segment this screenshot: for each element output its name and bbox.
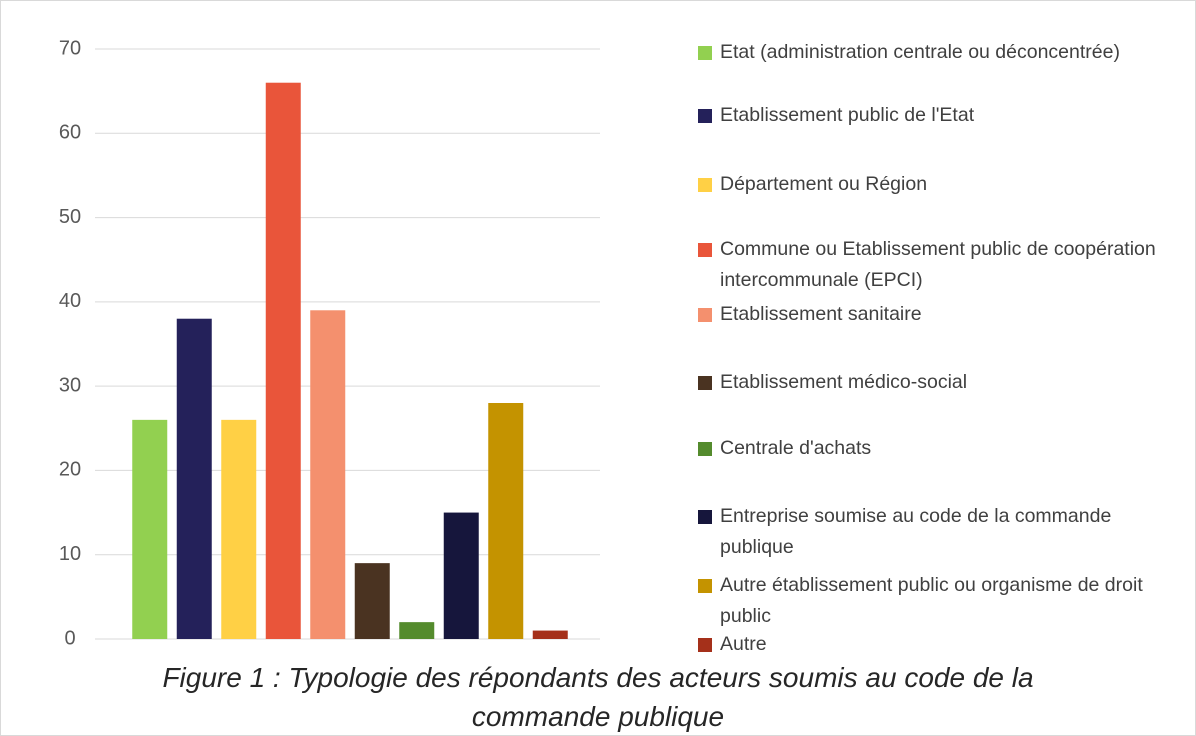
bar — [176, 318, 212, 639]
legend-label: Etablissement médico-social — [720, 371, 968, 393]
legend-item: Commune ou Etablissement public de coopé… — [698, 234, 1190, 296]
legend-item: Etablissement sanitaire — [698, 299, 1190, 330]
legend-item: Département ou Région — [698, 169, 1190, 200]
bar — [354, 563, 390, 639]
legend-swatch — [698, 579, 712, 593]
bar — [265, 82, 301, 639]
legend-label: Commune ou Etablissement public de coopé… — [720, 238, 1156, 291]
legend-item: Etablissement public de l'Etat — [698, 100, 1190, 131]
legend-label: Etablissement sanitaire — [720, 303, 922, 325]
bar — [221, 419, 257, 639]
legend-swatch — [698, 243, 712, 257]
bar — [532, 630, 568, 639]
legend-item: Centrale d'achats — [698, 433, 1190, 464]
y-tick-label: 30 — [59, 374, 81, 396]
y-tick-label: 60 — [59, 122, 81, 144]
chart-title: Figure 1 : Typologie des répondants des … — [162, 662, 1034, 732]
legend-label: Autre — [720, 633, 767, 655]
bar — [132, 419, 168, 639]
legend-item: Etat (administration centrale ou déconce… — [698, 37, 1190, 68]
legend-swatch — [698, 308, 712, 322]
bar — [310, 310, 346, 639]
y-tick-label: 20 — [59, 459, 81, 481]
legend-swatch — [698, 109, 712, 123]
y-tick-label: 40 — [59, 290, 81, 312]
legend-swatch — [698, 442, 712, 456]
bar — [443, 512, 479, 639]
y-tick-label: 70 — [59, 37, 81, 59]
bar — [399, 622, 435, 639]
legend-label: Etat (administration centrale ou déconce… — [720, 41, 1120, 63]
legend-label: Entreprise soumise au code de la command… — [720, 505, 1112, 558]
legend-item: Entreprise soumise au code de la command… — [698, 501, 1190, 563]
legend-swatch — [698, 46, 712, 60]
legend-swatch — [698, 376, 712, 390]
y-tick-label: 0 — [64, 627, 75, 649]
y-tick-label: 50 — [59, 206, 81, 228]
bar — [488, 403, 524, 639]
legend-label: Département ou Région — [720, 173, 928, 195]
legend-item: Autre — [698, 629, 1190, 660]
legend-swatch — [698, 638, 712, 652]
legend-swatch — [698, 178, 712, 192]
legend-item: Autre établissement public ou organisme … — [698, 570, 1190, 632]
y-tick-label: 10 — [59, 543, 81, 565]
legend-label: Centrale d'achats — [720, 437, 872, 459]
legend-item: Etablissement médico-social — [698, 367, 1190, 398]
legend-swatch — [698, 510, 712, 524]
legend-label: Etablissement public de l'Etat — [720, 104, 975, 126]
legend-label: Autre établissement public ou organisme … — [720, 574, 1143, 627]
